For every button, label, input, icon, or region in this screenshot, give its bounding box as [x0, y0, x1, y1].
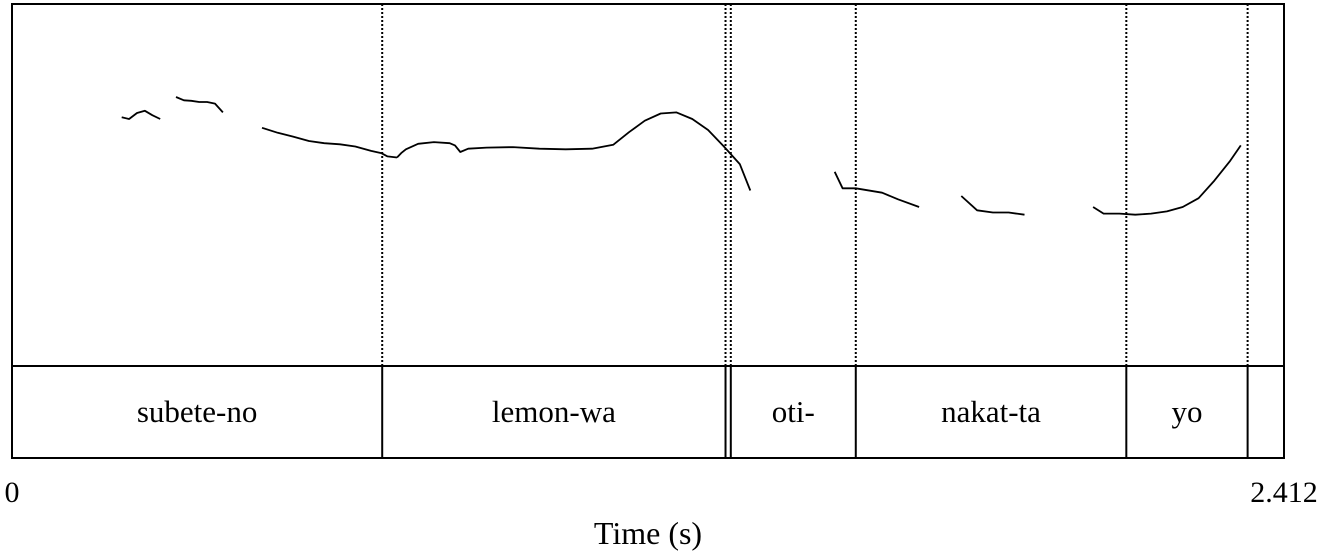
x-tick-end: 2.412 — [1250, 476, 1318, 509]
pitch-contour-2 — [261, 126, 398, 159]
pitch-contour-5 — [960, 195, 1025, 216]
pitch-contour-6 — [1092, 144, 1242, 216]
pitch-contour-1 — [175, 96, 224, 114]
pitch-contour-3 — [396, 111, 752, 191]
pitch-contour-4 — [833, 171, 920, 208]
segment-label-1: lemon-wa — [492, 394, 616, 429]
pitch-contour-0 — [121, 109, 161, 120]
segment-label-0: subete-no — [137, 394, 258, 429]
segment-boundaries — [381, 4, 1249, 458]
pitch-contours — [121, 96, 1242, 216]
text-tier-frame — [11, 365, 1285, 459]
pitch-panel-frame — [11, 3, 1285, 367]
segment-label-3: nakat-ta — [941, 394, 1041, 429]
segment-label-2: oti- — [772, 394, 815, 429]
segment-label-4: yo — [1172, 394, 1203, 429]
x-axis-title: Time (s) — [594, 515, 702, 551]
x-tick-start: 0 — [5, 476, 20, 509]
text-tier: subete-no lemon-wa oti-nakat-ta yo — [137, 394, 1203, 429]
